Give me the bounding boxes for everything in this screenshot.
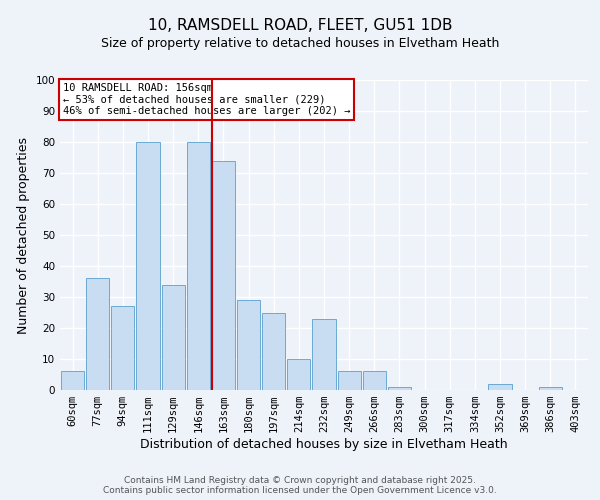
Bar [161, 284, 185, 390]
Bar [363, 372, 386, 390]
Bar [136, 142, 160, 390]
Text: 10 RAMSDELL ROAD: 156sqm
← 53% of detached houses are smaller (229)
46% of semi-: 10 RAMSDELL ROAD: 156sqm ← 53% of detach… [62, 83, 350, 116]
Bar [212, 160, 235, 390]
Bar [539, 387, 562, 390]
Bar [111, 306, 134, 390]
Bar [313, 318, 335, 390]
Bar [262, 312, 285, 390]
X-axis label: Distribution of detached houses by size in Elvetham Heath: Distribution of detached houses by size … [140, 438, 508, 451]
Bar [237, 300, 260, 390]
Bar [338, 372, 361, 390]
Bar [86, 278, 109, 390]
Text: Size of property relative to detached houses in Elvetham Heath: Size of property relative to detached ho… [101, 38, 499, 51]
Bar [187, 142, 210, 390]
Bar [488, 384, 512, 390]
Text: Contains public sector information licensed under the Open Government Licence v3: Contains public sector information licen… [103, 486, 497, 495]
Bar [388, 387, 411, 390]
Text: 10, RAMSDELL ROAD, FLEET, GU51 1DB: 10, RAMSDELL ROAD, FLEET, GU51 1DB [148, 18, 452, 32]
Bar [287, 359, 310, 390]
Bar [61, 372, 84, 390]
Text: Contains HM Land Registry data © Crown copyright and database right 2025.: Contains HM Land Registry data © Crown c… [124, 476, 476, 485]
Y-axis label: Number of detached properties: Number of detached properties [17, 136, 30, 334]
